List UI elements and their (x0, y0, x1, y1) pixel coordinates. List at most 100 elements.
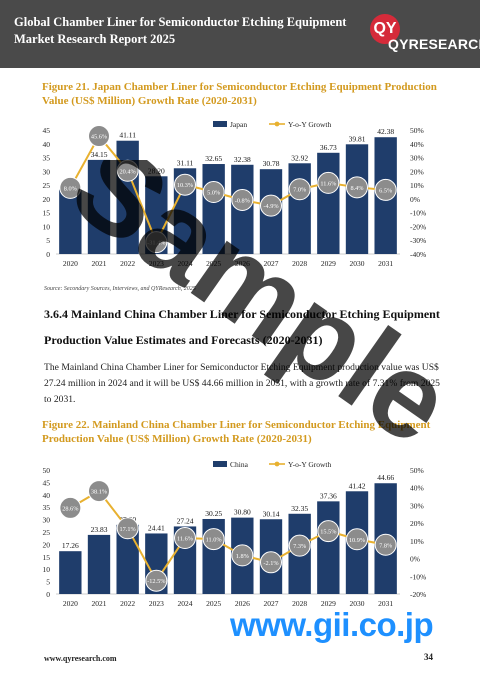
growth-value-label: 10.3% (177, 182, 194, 189)
growth-marker (260, 194, 282, 217)
growth-marker (59, 496, 82, 519)
y2-tick-label: 50% (410, 466, 424, 475)
growth-value-label: 7.0% (293, 187, 307, 194)
x-tick-label: 2025 (206, 599, 221, 608)
y2-tick-label: 40% (410, 484, 424, 493)
figure-22-caption: Figure 22. Mainland China Chamber Liner … (42, 419, 431, 445)
bar-value-label: 36.73 (320, 143, 337, 152)
bar (116, 524, 139, 594)
growth-value-label: 6.5% (379, 187, 393, 194)
y-tick-label: 30 (43, 516, 51, 525)
growth-marker (231, 544, 254, 567)
y2-tick-label: 50% (410, 126, 424, 135)
bar-value-label: 32.38 (234, 155, 251, 164)
bar-value-label: 32.65 (205, 154, 222, 163)
growth-marker (88, 125, 110, 148)
x-tick-label: 2021 (92, 259, 107, 268)
growth-value-label: 45.6% (91, 134, 108, 141)
figure-22-chart: 0 5 10 15 20 25 30 35 40 45 50 -20% -10% 0% 10% 20% 30% 4… (28, 456, 450, 616)
section-heading-line2: Production Value Estimates and Forecasts… (44, 333, 323, 347)
bar-value-label: 31.11 (177, 158, 194, 167)
bar (202, 164, 225, 254)
legend-bar-label: China (230, 460, 249, 469)
y-tick-label: 25 (43, 181, 51, 190)
bar-value-label: 30.14 (263, 509, 280, 518)
y2-tick-label: -10% (410, 572, 426, 581)
x-tick-label: 2030 (350, 259, 365, 268)
legend-line-label: Y-o-Y Growth (288, 460, 332, 469)
x-tick-label: 2023 (149, 259, 164, 268)
growth-value-label: -4.9% (263, 203, 279, 210)
growth-value-label: 8.4% (350, 185, 364, 192)
bar-value-label: 32.35 (291, 504, 308, 513)
bar-value-label: 17.26 (62, 541, 79, 550)
growth-marker (317, 520, 340, 543)
growth-marker (88, 480, 110, 503)
y-tick-label: 30 (43, 167, 51, 176)
growth-marker (174, 173, 196, 196)
growth-marker (116, 517, 139, 540)
x-tick-label: 2021 (92, 599, 107, 608)
growth-value-label: 5.0% (207, 190, 221, 197)
y-tick-label: 35 (43, 154, 51, 163)
growth-marker (59, 176, 82, 199)
report-header: Global Chamber Liner for Semiconductor E… (0, 0, 480, 68)
bar-value-label: 34.15 (91, 150, 108, 159)
y-tick-label: 40 (43, 491, 51, 500)
bar (317, 501, 340, 594)
x-tick-label: 2020 (63, 599, 78, 608)
x-tick-label: 2030 (350, 599, 365, 608)
y-tick-label: 10 (43, 222, 51, 231)
bar (116, 140, 139, 254)
y-tick-label: 45 (43, 126, 51, 135)
x-tick-label: 2029 (321, 259, 336, 268)
bar-value-label: 30.78 (263, 159, 280, 168)
bar-value-label: 30.80 (234, 508, 251, 517)
y2-tick-label: 20% (410, 167, 424, 176)
y2-tick-label: -30% (410, 236, 426, 245)
x-tick-label: 2020 (63, 259, 78, 268)
report-title: Global Chamber Liner for Semiconductor E… (14, 15, 347, 46)
x-tick-label: 2022 (120, 259, 135, 268)
page-number: 34 (424, 652, 433, 662)
growth-marker (374, 533, 397, 556)
y-tick-label: 40 (43, 140, 51, 149)
bar (59, 551, 82, 594)
x-tick-label: 2028 (292, 599, 307, 608)
bar-value-label: 24.41 (148, 523, 165, 532)
y2-tick-label: 10% (410, 537, 424, 546)
growth-value-label: -31.4% (147, 240, 166, 247)
bar-value-label: 37.36 (320, 491, 337, 500)
growth-value-label: 28.6% (62, 505, 79, 512)
y-tick-label: 20 (43, 195, 51, 204)
growth-marker (174, 527, 196, 550)
growth-marker (145, 231, 168, 254)
footer-url: www.qyresearch.com (44, 654, 117, 663)
y2-tick-label: -40% (410, 250, 426, 259)
growth-value-label: 17.1% (120, 526, 137, 533)
bar (288, 163, 311, 254)
growth-marker (288, 534, 311, 557)
china-chart-svg: 05101520253035404550-20%-10%0%10%20%30%4… (43, 460, 427, 608)
legend-bar-swatch (213, 461, 227, 467)
growth-value-label: 11.6% (320, 180, 337, 187)
growth-marker (116, 159, 139, 182)
growth-value-label: 15.5% (320, 529, 337, 536)
growth-value-label: 1.8% (236, 553, 250, 560)
growth-marker (346, 528, 368, 551)
y2-tick-label: -20% (410, 590, 426, 599)
growth-marker (231, 188, 254, 211)
legend-line-label: Y-o-Y Growth (288, 120, 332, 129)
x-tick-label: 2029 (321, 599, 336, 608)
x-tick-label: 2028 (292, 259, 307, 268)
x-tick-label: 2023 (149, 599, 164, 608)
y-tick-label: 20 (43, 540, 51, 549)
x-tick-label: 2022 (120, 599, 135, 608)
x-tick-label: 2026 (235, 259, 250, 268)
logo-text: QYRESEARCH (388, 36, 480, 52)
growth-marker (317, 171, 340, 194)
growth-marker (374, 178, 397, 201)
legend-bar-label: Japan (230, 120, 247, 129)
y2-tick-label: 0% (410, 555, 420, 564)
y-tick-label: 5 (46, 236, 50, 245)
